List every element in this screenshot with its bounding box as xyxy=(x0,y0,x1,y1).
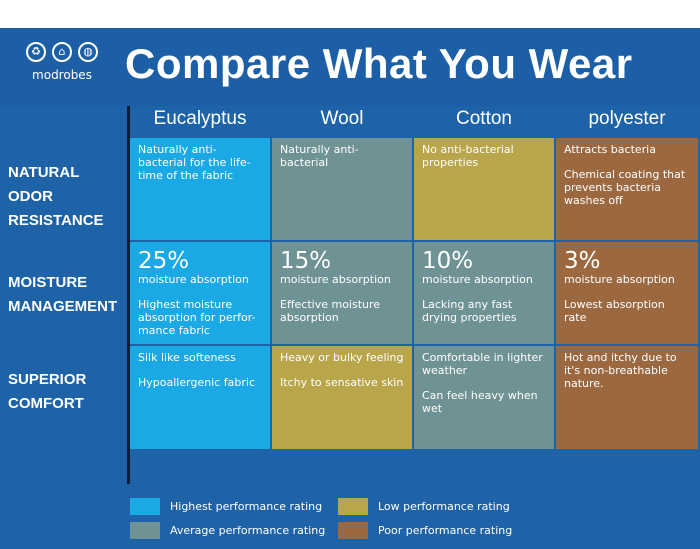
column-header-polyester: polyester xyxy=(588,108,666,129)
percent-value: 25% xyxy=(138,248,190,274)
cell-comfort-eucalyptus: Silk like softeness Hypoallergenic fabric xyxy=(130,346,270,449)
cell-note: Highest moisture absorption for perfor-m… xyxy=(138,298,256,337)
cell-odor-cotton: No anti-bacterial properties xyxy=(414,138,554,240)
cell-note: Naturally anti-bacterial for the life-ti… xyxy=(138,143,251,182)
cell-note: Effective moisture absorption xyxy=(280,298,381,324)
logo: ♻ ⌂ ◍ modrobes xyxy=(12,42,112,98)
cell-comfort-wool: Heavy or bulky feeling Itchy to sensative… xyxy=(272,346,412,449)
legend-item: Low performance rating xyxy=(338,498,510,515)
cell-note: Silk like softeness xyxy=(138,351,236,364)
legend-label: Poor performance rating xyxy=(378,524,513,537)
cell-odor-wool: Naturally anti-bacterial xyxy=(272,138,412,240)
cell-note: Lacking any fast drying properties xyxy=(422,298,517,324)
infographic: ♻ ⌂ ◍ modrobes Compare What You Wear Euc… xyxy=(0,28,700,549)
legend-item: Poor performance rating xyxy=(338,522,512,539)
cell-note: Comfortable in lighter weather xyxy=(422,351,543,377)
cell-note: Naturally anti-bacterial xyxy=(280,143,359,169)
legend-swatch-average xyxy=(130,522,160,539)
cell-note: No anti-bacterial properties xyxy=(422,143,514,169)
header: ♻ ⌂ ◍ modrobes Compare What You Wear xyxy=(0,28,700,106)
legend-label: Average performance rating xyxy=(170,524,326,537)
legend-item: Average performance rating xyxy=(130,522,325,539)
cell-moisture-cotton: 10% moisture absorption Lacking any fast d… xyxy=(414,242,554,344)
percent-caption: moisture absorption xyxy=(138,273,249,286)
cell-note: Chemical coating that prevents bacteria … xyxy=(564,168,686,207)
cell-note: Heavy or bulky feeling xyxy=(280,351,404,364)
column-header-wool: Wool xyxy=(320,108,364,129)
logo-text: modrobes xyxy=(32,68,92,82)
legend-swatch-low xyxy=(338,498,368,515)
percent-value: 15% xyxy=(280,248,332,274)
cell-moisture-wool: 15% moisture absorption Effective moisture… xyxy=(272,242,412,344)
divider xyxy=(127,106,130,484)
legend-swatch-poor xyxy=(338,522,368,539)
legend-label: Highest performance rating xyxy=(170,500,323,513)
pagoda-icon: ⌂ xyxy=(52,42,72,62)
cell-moisture-polyester: 3% moisture absorption Lowest absorption r… xyxy=(556,242,698,344)
legend-swatch-highest xyxy=(130,498,160,515)
cell-note: Lowest absorption rate xyxy=(564,298,665,324)
cell-comfort-polyester: Hot and itchy due to it's non-breathable… xyxy=(556,346,698,449)
globe-icon: ◍ xyxy=(78,42,98,62)
cell-odor-eucalyptus: Naturally anti-bacterial for the life-ti… xyxy=(130,138,270,240)
cell-moisture-eucalyptus: 25% moisture absorption Highest moisture a… xyxy=(130,242,270,344)
column-header-eucalyptus: Eucalyptus xyxy=(153,108,247,129)
cell-note: Attracts bacteria xyxy=(564,143,656,156)
cell-note: Hot and itchy due to it's non-breathable… xyxy=(564,351,677,390)
row-header-odor: Natural Odor Resistance xyxy=(8,164,104,229)
recycle-icon: ♻ xyxy=(26,42,46,62)
legend-item: Highest performance rating xyxy=(130,498,322,515)
cell-note: Itchy to sensative skin xyxy=(280,376,404,389)
cell-note: Can feel heavy when wet xyxy=(422,389,538,415)
cell-note: Hypoallergenic fabric xyxy=(138,376,255,389)
percent-value: 10% xyxy=(422,248,474,274)
column-header-cotton: Cotton xyxy=(456,108,512,129)
row-header-moisture: Moisture Management xyxy=(8,274,118,315)
percent-caption: moisture absorption xyxy=(564,273,675,286)
cell-odor-polyester: Attracts bacteria Chemical coating that p… xyxy=(556,138,698,240)
percent-caption: moisture absorption xyxy=(422,273,533,286)
page-title: Compare What You Wear xyxy=(125,40,633,87)
percent-value: 3% xyxy=(564,248,601,274)
cell-comfort-cotton: Comfortable in lighter weather Can feel h… xyxy=(414,346,554,449)
legend: Highest performance rating Low performan… xyxy=(0,484,700,549)
row-header-comfort: Superior Comfort xyxy=(8,371,87,412)
percent-caption: moisture absorption xyxy=(280,273,391,286)
legend-label: Low performance rating xyxy=(378,500,510,513)
